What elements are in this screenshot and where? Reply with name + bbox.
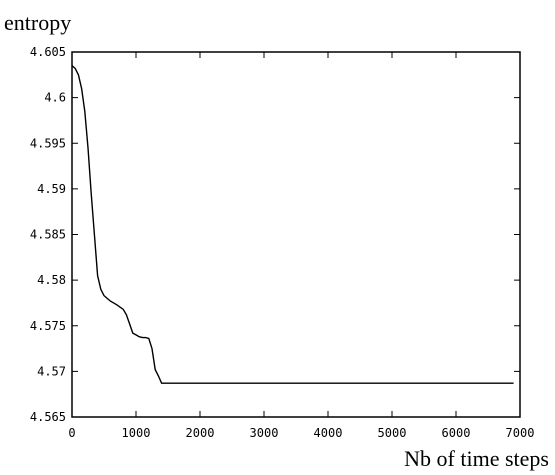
plot-frame — [71, 51, 521, 418]
x-tick-label: 0 — [68, 426, 75, 440]
y-tick-label: 4.565 — [30, 410, 66, 424]
y-axis-title: entropy — [4, 10, 71, 35]
y-tick-label: 4.58 — [37, 273, 66, 287]
x-axis-title: Nb of time steps — [404, 446, 549, 471]
x-tick-label: 7000 — [506, 426, 535, 440]
y-tick-label: 4.6 — [44, 91, 66, 105]
y-tick-label: 4.605 — [30, 45, 66, 59]
series-line-entropy — [71, 65, 514, 384]
y-tick-label: 4.57 — [37, 364, 66, 378]
y-tick-label: 4.59 — [37, 182, 66, 196]
y-tick-label: 4.575 — [30, 319, 66, 333]
x-tick-label: 2000 — [186, 426, 215, 440]
y-tick-label: 4.585 — [30, 228, 66, 242]
x-tick-label: 4000 — [314, 426, 343, 440]
y-tick-label: 4.595 — [30, 136, 66, 150]
x-axis: 0 1000 2000 3000 4000 5000 6000 7000 — [68, 52, 534, 440]
x-tick-label: 6000 — [442, 426, 471, 440]
y-axis: 4.565 4.57 4.575 4.58 4.585 4.59 4.595 4.6 4.605 — [30, 45, 520, 424]
x-tick-label: 5000 — [378, 426, 407, 440]
x-tick-label: 1000 — [122, 426, 151, 440]
x-tick-label: 3000 — [250, 426, 279, 440]
